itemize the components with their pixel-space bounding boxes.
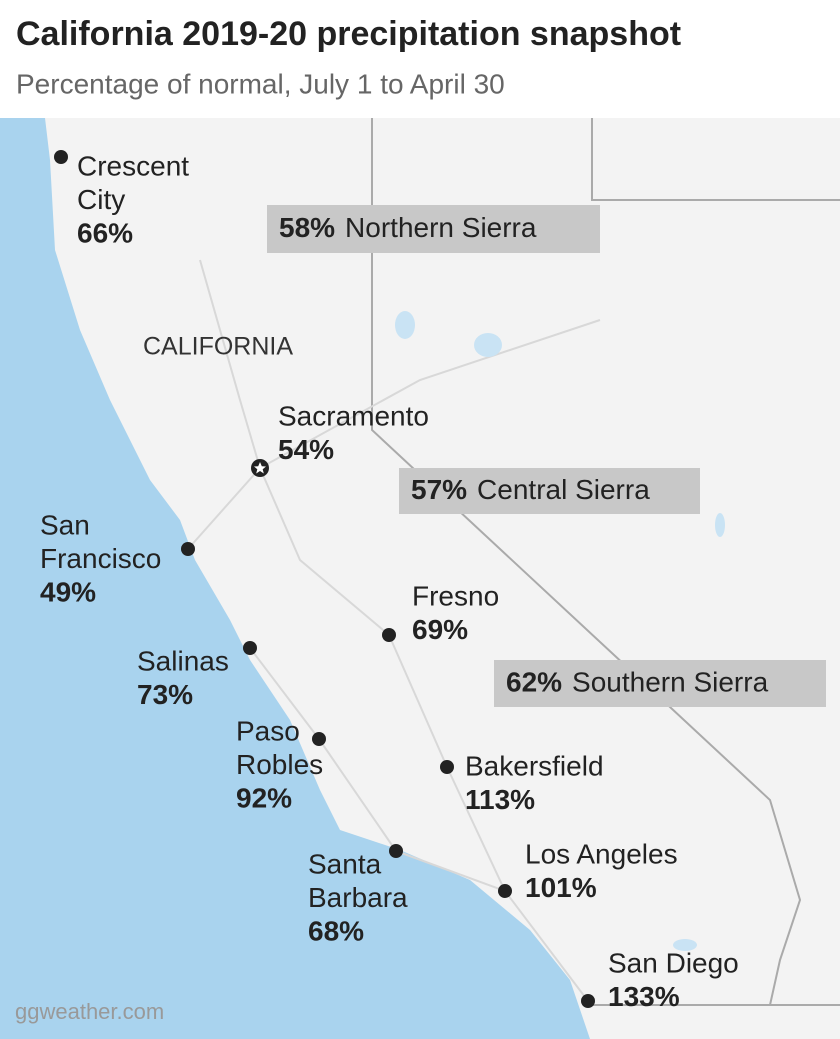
- capital-star: [254, 462, 266, 474]
- region-label: 58% Northern Sierra: [279, 212, 537, 243]
- city-dot: [382, 628, 396, 642]
- city-percent: 69%: [412, 614, 468, 645]
- region-box: [399, 468, 700, 514]
- city-name: Fresno: [412, 580, 499, 611]
- city-dot: [312, 732, 326, 746]
- subtitle: Percentage of normal, July 1 to April 30: [16, 68, 505, 99]
- city-name: Paso: [236, 715, 300, 746]
- state-label: CALIFORNIA: [143, 333, 293, 361]
- city-dot: [389, 844, 403, 858]
- city-dot: [440, 760, 454, 774]
- city-name: San Diego: [608, 947, 739, 978]
- region-box: [494, 660, 826, 707]
- credit: ggweather.com: [15, 999, 164, 1024]
- city-percent: 113%: [465, 784, 535, 815]
- city-name: City: [77, 184, 125, 215]
- title: California 2019-20 precipitation snapsho…: [16, 15, 681, 53]
- borders: [371, 118, 840, 1006]
- lakes: [395, 311, 725, 951]
- city-dot: [581, 994, 595, 1008]
- city-name: Barbara: [308, 882, 408, 913]
- city-percent: 73%: [137, 679, 193, 710]
- city-percent: 101%: [525, 872, 597, 903]
- city-name: Crescent: [77, 150, 189, 181]
- region-box: [267, 205, 600, 253]
- region-name: Central Sierra: [477, 474, 650, 505]
- city-name: Sacramento: [278, 400, 429, 431]
- city-percent: 54%: [278, 434, 334, 465]
- city-name: Los Angeles: [525, 838, 678, 869]
- region-percent: 58%: [279, 212, 335, 243]
- city-percent: 49%: [40, 576, 96, 607]
- city-percent: 68%: [308, 915, 364, 946]
- city-name: Santa: [308, 848, 382, 879]
- roads: [187, 259, 601, 1002]
- city-name: Salinas: [137, 645, 229, 676]
- city-name: San: [40, 509, 90, 540]
- city-dot: [181, 542, 195, 556]
- region-name: Northern Sierra: [345, 212, 537, 243]
- city-dot: [243, 641, 257, 655]
- region-label: 62% Southern Sierra: [506, 667, 769, 698]
- city-percent: 66%: [77, 217, 133, 248]
- region-percent: 57%: [411, 474, 467, 505]
- region-name: Southern Sierra: [572, 667, 769, 698]
- ocean: [0, 118, 590, 1039]
- city-dot: [54, 150, 68, 164]
- city-dot: [498, 884, 512, 898]
- city-name: Robles: [236, 749, 323, 780]
- city-name: Bakersfield: [465, 750, 604, 781]
- region-percent: 62%: [506, 667, 562, 698]
- city-name: Francisco: [40, 543, 161, 574]
- city-percent: 92%: [236, 782, 292, 813]
- city-percent: 133%: [608, 981, 680, 1012]
- region-label: 57% Central Sierra: [411, 474, 650, 505]
